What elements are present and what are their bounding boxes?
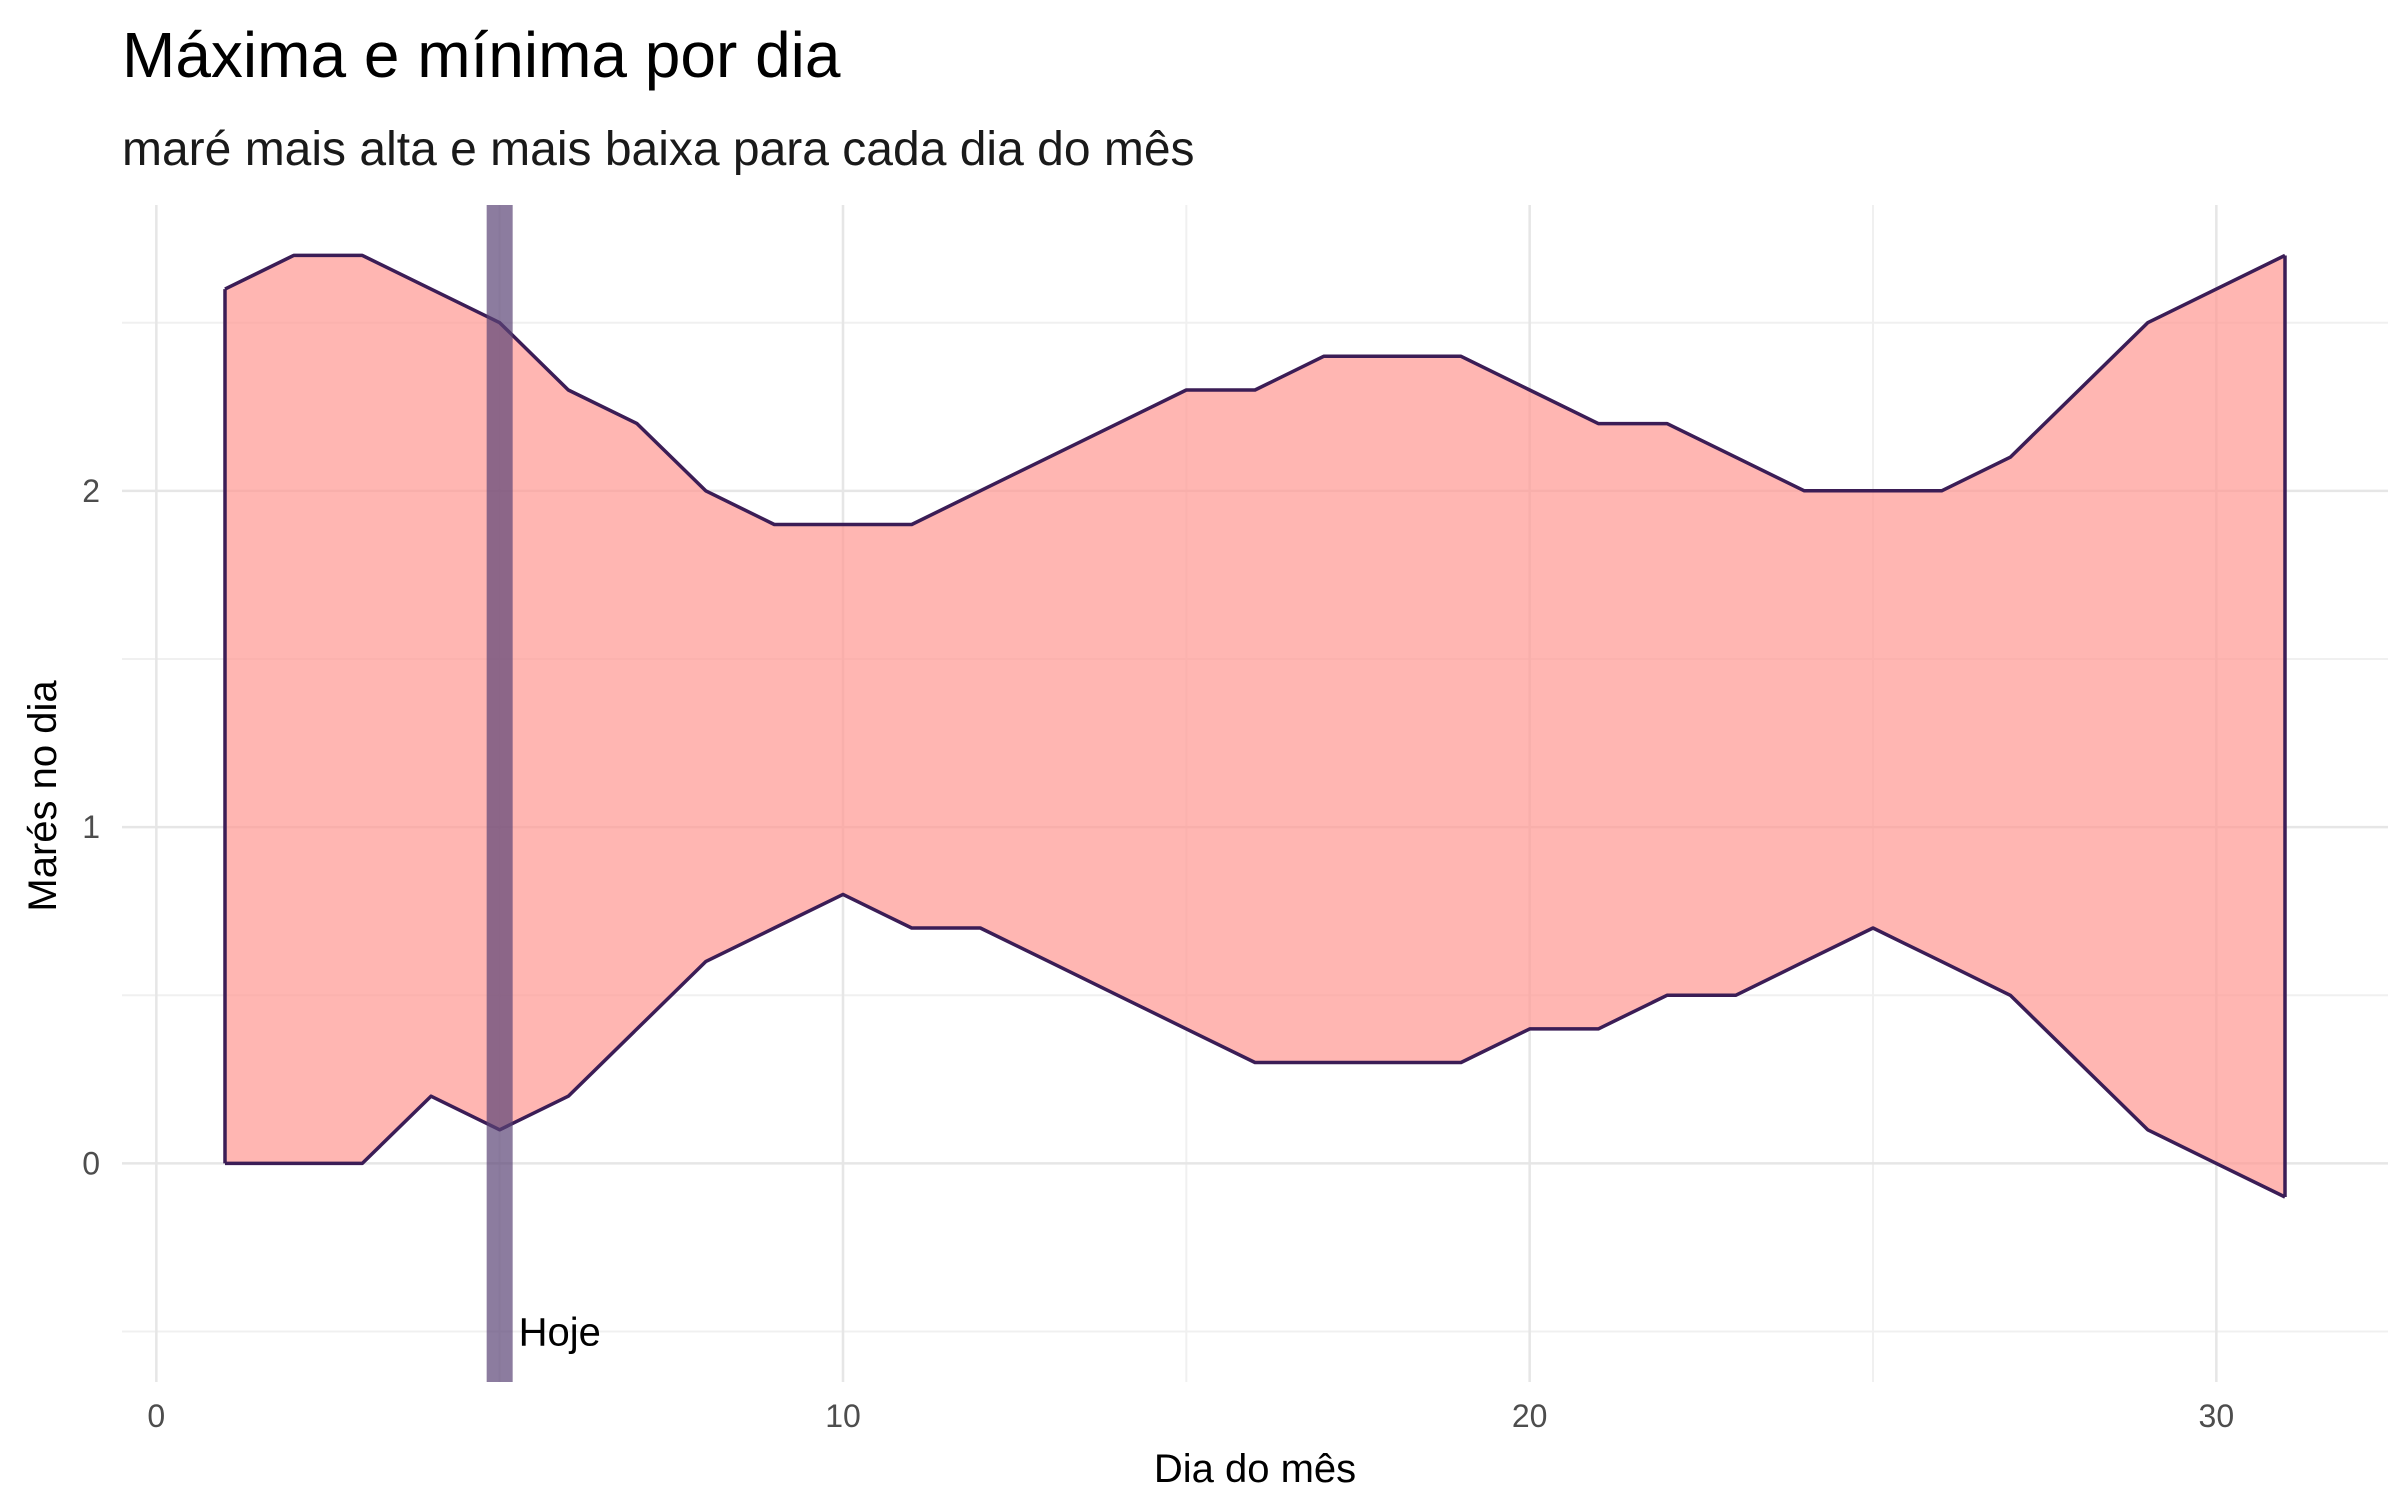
today-label: Hoje [519,1311,601,1355]
chart-title: Máxima e mínima por dia [122,19,841,91]
x-axis-title: Dia do mês [1154,1447,1356,1491]
y-tick-label: 1 [82,809,100,845]
y-axis-title: Marés no dia [21,680,65,912]
x-tick-label: 20 [1512,1398,1548,1434]
y-tick-label: 0 [82,1145,100,1181]
x-tick-label: 30 [2199,1398,2235,1434]
chart-subtitle: maré mais alta e mais baixa para cada di… [122,123,1195,176]
max-tide-line [224,253,2286,527]
y-tick-label: 2 [82,473,100,509]
tide-range-area [225,255,2285,1197]
x-tick-label: 0 [147,1398,165,1434]
y-tick-labels: 0 1 2 [82,473,100,1182]
x-tick-labels: 0 10 20 30 [147,1398,2234,1434]
x-tick-label: 10 [825,1398,861,1434]
min-tide-line [225,892,2286,1199]
today-marker [486,205,513,1382]
